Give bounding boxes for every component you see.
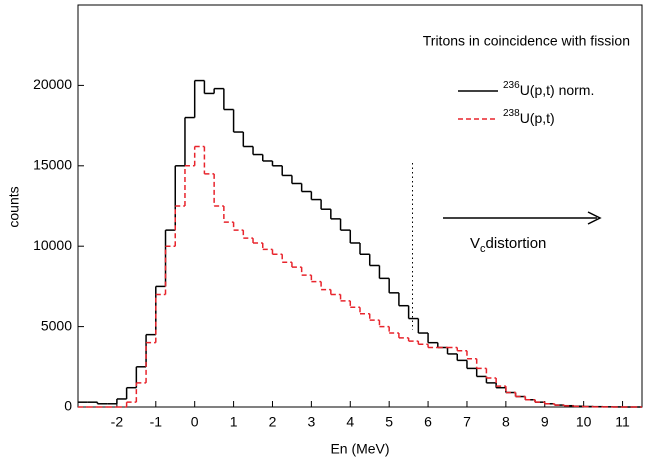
chart-title: Tritons in coincidence with fission [423, 33, 630, 49]
y-tick-label: 15000 [33, 157, 72, 173]
legend-label: 238U(p,t) [503, 108, 555, 126]
x-tick-label: 10 [576, 414, 592, 430]
arrow-head [587, 211, 602, 225]
x-tick-label: 6 [424, 414, 432, 430]
x-tick-label: 5 [385, 414, 393, 430]
annotation: Vcdistortion [470, 235, 546, 255]
x-tick-label: 8 [502, 414, 510, 430]
y-axis-label: counts [6, 186, 22, 227]
x-tick-label: 1 [230, 414, 238, 430]
legend-label: 236U(p,t) norm. [503, 80, 594, 98]
x-tick-label: -2 [111, 414, 124, 430]
y-tick-label: 20000 [33, 76, 72, 92]
x-axis-label: En (MeV) [330, 441, 389, 457]
x-tick-label: 3 [307, 414, 315, 430]
x-tick-label: -1 [150, 414, 163, 430]
x-tick-label: 11 [615, 414, 630, 430]
x-tick-label: 4 [346, 414, 354, 430]
y-tick-label: 10000 [33, 237, 72, 253]
x-tick-label: 9 [541, 414, 549, 430]
plot-frame [77, 4, 643, 408]
x-tick-label: 0 [191, 414, 199, 430]
y-tick-label: 0 [64, 398, 72, 414]
x-tick-label: 2 [269, 414, 277, 430]
x-tick-label: 7 [463, 414, 471, 430]
y-tick-label: 5000 [41, 317, 72, 333]
